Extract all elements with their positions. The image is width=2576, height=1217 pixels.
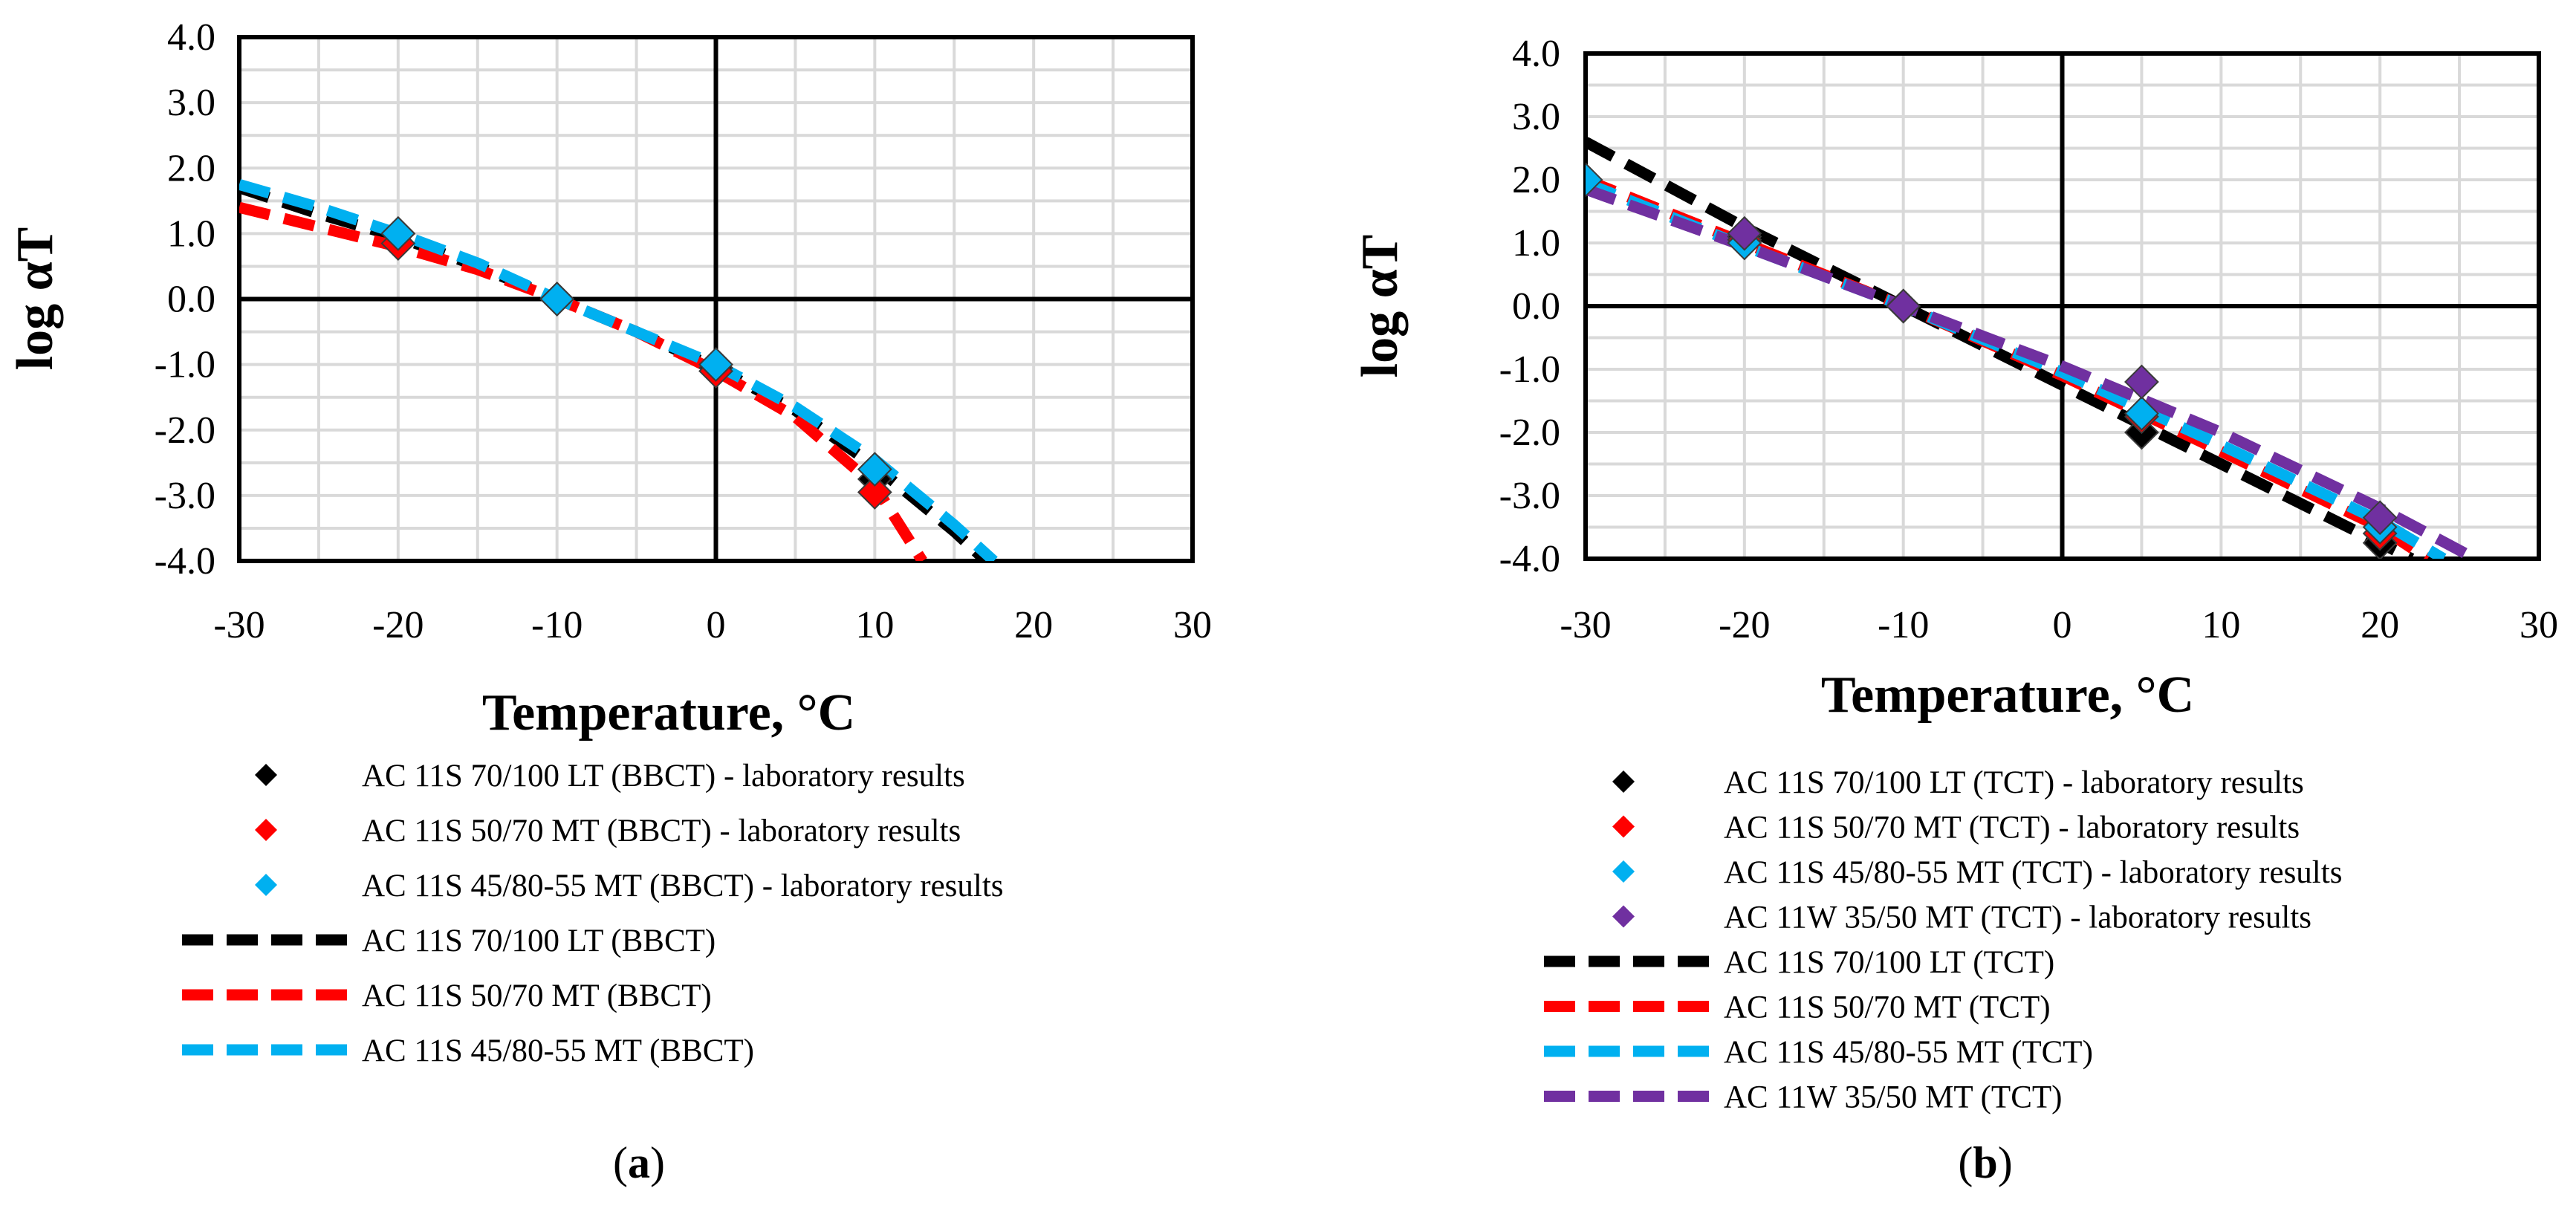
data-area bbox=[1586, 137, 2479, 559]
legend: AC 11S 70/100 LT (TCT) - laboratory resu… bbox=[1544, 765, 2342, 1115]
legend-marker bbox=[255, 819, 277, 841]
data-point-marker bbox=[1727, 215, 1762, 251]
legend-marker bbox=[1612, 905, 1635, 928]
legend-label: AC 11S 70/100 LT (BBCT) - laboratory res… bbox=[362, 759, 965, 794]
y-tick-label: 2.0 bbox=[1512, 159, 1560, 201]
legend-label: AC 11S 70/100 LT (TCT) bbox=[1724, 945, 2054, 980]
x-axis-label: Temperature, °C bbox=[1821, 666, 2194, 724]
y-tick-label: 1.0 bbox=[1512, 222, 1560, 265]
series-line bbox=[1586, 184, 2479, 559]
data-point-marker bbox=[857, 452, 892, 487]
legend-marker bbox=[1612, 770, 1635, 793]
x-tick-label: 0 bbox=[707, 604, 726, 646]
legend-label: AC 11S 45/80-55 MT (TCT) - laboratory re… bbox=[1724, 855, 2342, 890]
plot-frame bbox=[1583, 51, 2541, 561]
data-point-marker bbox=[2124, 364, 2159, 400]
legend-label: AC 11W 35/50 MT (TCT) - laboratory resul… bbox=[1724, 900, 2311, 935]
panel-caption: (b) bbox=[1958, 1138, 2012, 1187]
y-tick-label: -3.0 bbox=[1499, 475, 1560, 517]
legend-label: AC 11S 50/70 MT (TCT) - laboratory resul… bbox=[1724, 811, 2300, 846]
legend-marker bbox=[1612, 815, 1635, 838]
legend-marker bbox=[1612, 860, 1635, 883]
data-point-marker bbox=[857, 475, 892, 510]
x-tick-label: -30 bbox=[213, 604, 265, 646]
y-tick-label: 4.0 bbox=[1512, 33, 1560, 75]
y-tick-label: 0.0 bbox=[1512, 285, 1560, 328]
legend-marker bbox=[255, 874, 277, 896]
y-tick-label: -1.0 bbox=[155, 344, 215, 386]
data-point-marker bbox=[380, 215, 416, 251]
x-tick-label: 10 bbox=[855, 604, 894, 646]
data-point-marker bbox=[2124, 396, 2159, 431]
x-tick-label: 20 bbox=[2361, 604, 2399, 646]
legend-marker bbox=[255, 764, 277, 786]
legend-label: AC 11W 35/50 MT (TCT) bbox=[1724, 1080, 2062, 1115]
legend-label: AC 11S 45/80-55 MT (TCT) bbox=[1724, 1035, 2093, 1070]
y-tick-label: -2.0 bbox=[1499, 412, 1560, 454]
x-tick-label: 20 bbox=[1014, 604, 1053, 646]
x-tick-label: 30 bbox=[2520, 604, 2558, 646]
legend-label: AC 11S 45/80-55 MT (BBCT) - laboratory r… bbox=[362, 869, 1004, 903]
y-tick-label: 1.0 bbox=[167, 212, 215, 255]
data-point-marker bbox=[1586, 162, 1603, 198]
y-tick-label: 3.0 bbox=[1512, 96, 1560, 138]
legend-label: AC 11S 70/100 LT (BBCT) bbox=[362, 924, 716, 958]
x-tick-label: 30 bbox=[1173, 604, 1212, 646]
plot-frame bbox=[237, 35, 1195, 563]
panel-caption-letter: b bbox=[1973, 1138, 1997, 1187]
data-point-marker bbox=[1886, 288, 1921, 324]
data-point-marker bbox=[2362, 500, 2398, 536]
legend-label: AC 11S 45/80-55 MT (BBCT) bbox=[362, 1033, 754, 1068]
y-axis-label: log αT bbox=[1352, 235, 1409, 378]
x-tick-label: -10 bbox=[1878, 604, 1929, 646]
series-line bbox=[239, 179, 998, 561]
x-tick-label: 0 bbox=[2053, 604, 2072, 646]
data-point-marker bbox=[539, 282, 575, 317]
chart-panel-a: 4.0 3.0 2.0 1.0 0.0 -1.0 -2.0 -3.0 -4.0 -30 -20 -10… bbox=[7, 16, 1212, 1187]
legend-label: AC 11S 50/70 MT (BBCT) bbox=[362, 979, 712, 1013]
y-tick-label: -4.0 bbox=[155, 540, 215, 582]
y-tick-label: -1.0 bbox=[1499, 348, 1560, 391]
y-tick-label: -3.0 bbox=[155, 475, 215, 517]
legend: AC 11S 70/100 LT (BBCT) - laboratory res… bbox=[182, 759, 1004, 1068]
panel-caption: (a) bbox=[613, 1138, 665, 1187]
legend-label: AC 11S 50/70 MT (BBCT) - laboratory resu… bbox=[362, 814, 961, 848]
x-tick-label: -10 bbox=[531, 604, 583, 646]
y-axis-label: log αT bbox=[7, 227, 64, 371]
y-tick-label: -4.0 bbox=[1499, 538, 1560, 580]
x-tick-label: -30 bbox=[1560, 604, 1611, 646]
x-tick-label: -20 bbox=[1719, 604, 1770, 646]
data-area bbox=[239, 179, 998, 561]
panel-caption-letter: a bbox=[628, 1138, 650, 1187]
y-tick-label: 4.0 bbox=[167, 16, 215, 59]
series-line bbox=[1586, 178, 2447, 559]
y-tick-label: 0.0 bbox=[167, 279, 215, 321]
chart-panel-b: 4.0 3.0 2.0 1.0 0.0 -1.0 -2.0 -3.0 -4.0-30 -20 -10… bbox=[1352, 33, 2558, 1187]
legend-label: AC 11S 50/70 MT (TCT) bbox=[1724, 990, 2051, 1025]
legend-label: AC 11S 70/100 LT (TCT) - laboratory resu… bbox=[1724, 765, 2304, 800]
y-tick-label: 3.0 bbox=[167, 82, 215, 124]
x-axis-label: Temperature, °C bbox=[482, 684, 855, 741]
y-tick-label: -2.0 bbox=[155, 409, 215, 452]
series-line bbox=[239, 201, 927, 561]
data-point-marker bbox=[698, 347, 733, 383]
x-tick-label: 10 bbox=[2202, 604, 2240, 646]
y-tick-label: 2.0 bbox=[167, 147, 215, 189]
x-tick-label: -20 bbox=[372, 604, 424, 646]
